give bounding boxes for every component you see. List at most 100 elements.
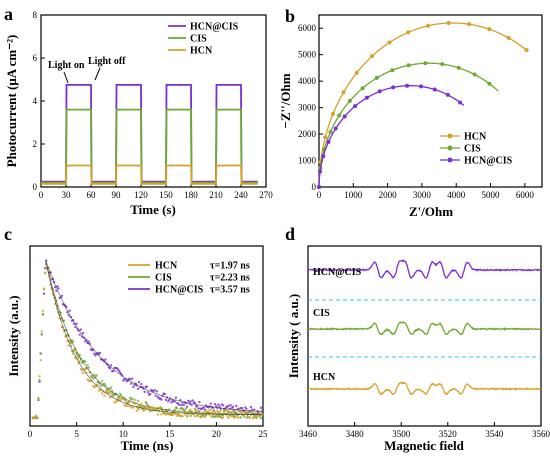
data-point: [67, 344, 70, 347]
legend-tau: τ=2.23 ns: [210, 273, 250, 284]
data-point: [160, 413, 163, 416]
data-point: [103, 394, 106, 398]
data-point: [318, 169, 323, 174]
x-tick-label: 3520: [439, 429, 458, 439]
data-point: [164, 398, 168, 402]
data-point: [249, 405, 253, 409]
data-point: [331, 111, 336, 116]
x-tick-label: 3000: [413, 190, 432, 200]
panel-d-ylabel: Intensity ( a.u.): [286, 294, 301, 379]
data-point: [175, 414, 179, 418]
data-point: [353, 104, 358, 109]
data-point: [145, 385, 149, 388]
data-point: [250, 408, 254, 411]
panel-d-frame: [307, 245, 542, 427]
series-line: [308, 381, 542, 396]
data-point: [446, 21, 451, 26]
data-point: [146, 405, 150, 408]
data-point: [174, 396, 178, 399]
legend-label: CIS: [190, 34, 207, 45]
data-point: [226, 415, 229, 418]
legend-label: HCN@CIS: [155, 285, 204, 296]
data-point: [426, 23, 431, 28]
data-point: [107, 390, 111, 393]
data-point: [198, 410, 201, 413]
data-point: [112, 369, 115, 373]
data-point: [56, 285, 59, 288]
data-point: [128, 396, 132, 400]
data-point: [79, 328, 83, 331]
data-point: [203, 415, 207, 418]
data-point: [170, 401, 173, 404]
data-point: [253, 408, 256, 411]
data-point: [74, 325, 77, 329]
data-point: [341, 90, 346, 95]
data-point: [60, 294, 64, 298]
legend-marker: [447, 133, 453, 139]
data-point: [190, 403, 193, 407]
data-point: [189, 414, 192, 418]
data-point: [184, 407, 188, 410]
x-tick-label: 30: [62, 190, 72, 200]
data-point: [245, 416, 248, 420]
data-point: [173, 408, 177, 411]
data-point: [128, 377, 132, 381]
panel-label-a: a: [4, 4, 13, 24]
panel-a-frame: [40, 14, 267, 188]
data-point: [360, 86, 365, 91]
data-point: [126, 404, 130, 408]
series-line-cis: [41, 108, 258, 184]
data-point: [202, 411, 206, 414]
data-point: [81, 371, 85, 375]
data-point: [227, 404, 230, 407]
data-point: [68, 309, 71, 312]
data-point: [133, 398, 136, 402]
data-point: [137, 407, 141, 411]
data-point: [328, 129, 333, 134]
data-point: [43, 271, 47, 274]
data-point: [132, 406, 135, 409]
panel-d-label-cis: CIS: [313, 308, 330, 319]
data-point: [240, 410, 244, 414]
data-point: [193, 415, 197, 418]
data-point: [33, 416, 37, 420]
legend-marker: [447, 157, 453, 163]
data-point: [342, 114, 347, 119]
data-point: [207, 409, 210, 413]
data-point: [108, 367, 112, 370]
data-point: [137, 380, 141, 384]
series-line: [318, 62, 499, 188]
data-point: [189, 408, 192, 411]
data-point: [221, 416, 225, 419]
data-point: [146, 391, 150, 394]
x-tick-label: 120: [134, 190, 148, 200]
data-point: [78, 333, 81, 336]
data-point: [100, 379, 104, 383]
panel-b-xlabel: Z'/Ohm: [409, 204, 453, 219]
data-point: [181, 415, 184, 418]
data-point: [259, 416, 263, 420]
data-point: [198, 400, 201, 404]
data-point: [38, 375, 41, 378]
series-line-hcn-cis: [41, 84, 258, 183]
data-point: [104, 358, 107, 361]
data-point: [487, 81, 492, 86]
x-tick-label: 5: [74, 429, 79, 439]
data-point: [175, 407, 179, 410]
data-point: [134, 401, 137, 405]
data-point: [227, 416, 230, 420]
data-point: [219, 409, 222, 412]
data-point: [140, 402, 143, 406]
data-point: [326, 139, 331, 144]
data-point: [390, 68, 395, 73]
data-point: [405, 83, 410, 88]
data-point: [213, 411, 217, 414]
data-point: [364, 95, 369, 100]
data-point: [174, 412, 178, 416]
data-point: [39, 358, 42, 362]
data-point: [109, 364, 113, 367]
data-point: [100, 392, 104, 395]
data-point: [185, 415, 189, 418]
panel-a-ylabel: Photocurrent (μA cm⁻²): [4, 35, 19, 168]
